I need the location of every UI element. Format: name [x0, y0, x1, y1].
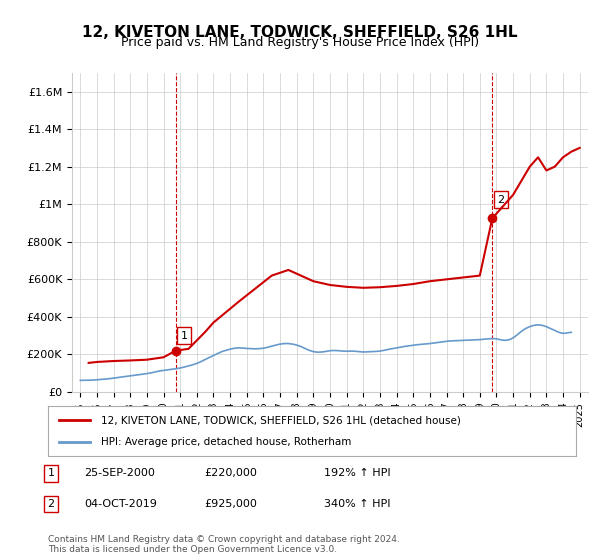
- Text: 25-SEP-2000: 25-SEP-2000: [84, 468, 155, 478]
- Text: 2: 2: [497, 194, 504, 204]
- Text: 2: 2: [47, 499, 55, 509]
- Text: HPI: Average price, detached house, Rotherham: HPI: Average price, detached house, Roth…: [101, 437, 351, 447]
- Text: £220,000: £220,000: [204, 468, 257, 478]
- Text: Price paid vs. HM Land Registry's House Price Index (HPI): Price paid vs. HM Land Registry's House …: [121, 36, 479, 49]
- Text: Contains HM Land Registry data © Crown copyright and database right 2024.
This d: Contains HM Land Registry data © Crown c…: [48, 535, 400, 554]
- Text: 12, KIVETON LANE, TODWICK, SHEFFIELD, S26 1HL (detached house): 12, KIVETON LANE, TODWICK, SHEFFIELD, S2…: [101, 415, 461, 425]
- Text: 192% ↑ HPI: 192% ↑ HPI: [324, 468, 391, 478]
- Text: 04-OCT-2019: 04-OCT-2019: [84, 499, 157, 509]
- Text: £925,000: £925,000: [204, 499, 257, 509]
- Text: 1: 1: [181, 330, 188, 340]
- Text: 1: 1: [47, 468, 55, 478]
- Text: 12, KIVETON LANE, TODWICK, SHEFFIELD, S26 1HL: 12, KIVETON LANE, TODWICK, SHEFFIELD, S2…: [82, 25, 518, 40]
- Text: 340% ↑ HPI: 340% ↑ HPI: [324, 499, 391, 509]
